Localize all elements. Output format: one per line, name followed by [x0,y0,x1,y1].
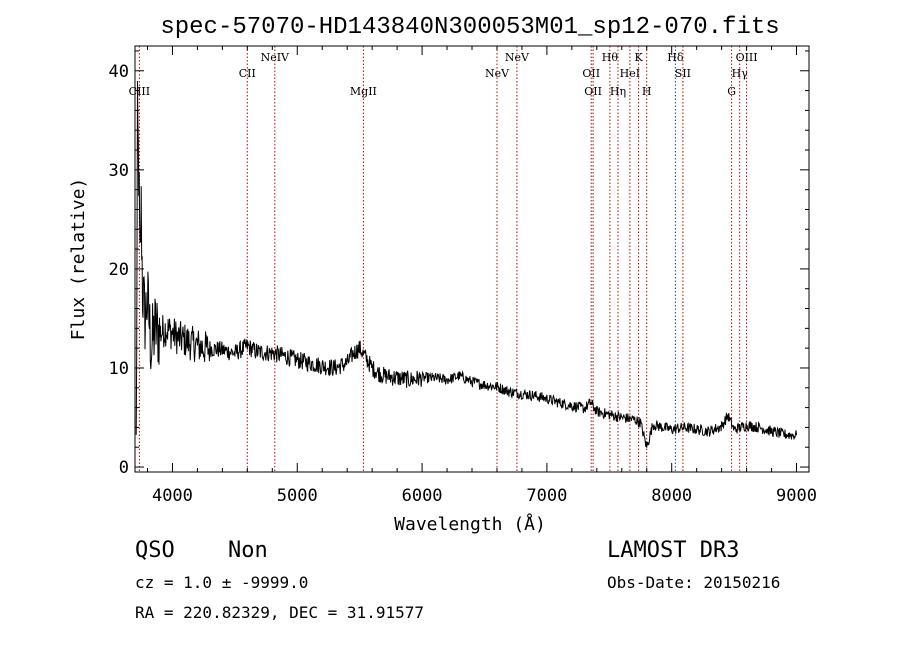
x-axis-label: Wavelength (Å) [394,513,546,535]
line-label-12: H [642,85,652,98]
line-label-7: OII [584,85,602,98]
y-axis-ticks: 0 10 20 30 40 [109,50,809,478]
line-label-0: CIII [129,85,150,98]
object-subclass: Non [228,538,268,563]
y-tick-label: 30 [109,161,129,181]
y-tick-label: 40 [109,62,129,82]
chart-title: spec-57070-HD143840N300053M01_sp12-070.f… [160,14,779,41]
line-label-17: OIII [736,51,758,64]
y-tick-label: 0 [119,458,129,478]
x-tick-label: 9000 [776,486,817,506]
y-tick-label: 20 [109,260,129,280]
emission-line-markers: CIIICIINeIVMgIINeVNeVOIIOIIHθHηHeIKHHδSI… [129,46,758,472]
y-tick-label: 10 [109,359,129,379]
y-axis-label: Flux (relative) [68,178,89,341]
line-label-8: Hθ [602,51,619,64]
line-label-16: Hγ [732,67,749,80]
spectrum-line [135,80,797,448]
redshift-value: cz = 1.0 ± -9999.0 [135,573,309,592]
line-label-4: NeV [485,67,510,80]
spectrum-series [135,80,797,448]
line-label-15: G [727,85,736,98]
line-label-6: OII [582,67,600,80]
line-label-5: NeV [505,51,530,64]
x-tick-label: 5000 [277,486,318,506]
x-tick-label: 6000 [402,486,443,506]
line-label-11: K [634,51,643,64]
object-class: QSO [135,538,175,563]
line-label-14: SII [675,67,691,80]
line-label-10: HeI [620,67,640,80]
survey-name: LAMOST DR3 [607,538,740,563]
x-tick-label: 8000 [651,486,692,506]
x-tick-label: 4000 [152,486,193,506]
line-label-3: MgII [350,85,377,98]
line-label-9: Hη [610,85,626,98]
line-label-1: CII [239,67,256,80]
x-axis-ticks: 4000 5000 6000 7000 8000 9000 [146,46,817,506]
line-label-2: NeIV [261,51,290,64]
x-tick-label: 7000 [526,486,567,506]
plot-frame [134,45,810,473]
line-label-13: Hδ [667,51,684,64]
obs-date: Obs-Date: 20150216 [607,573,781,592]
coordinates: RA = 220.82329, DEC = 31.91577 [135,603,424,622]
